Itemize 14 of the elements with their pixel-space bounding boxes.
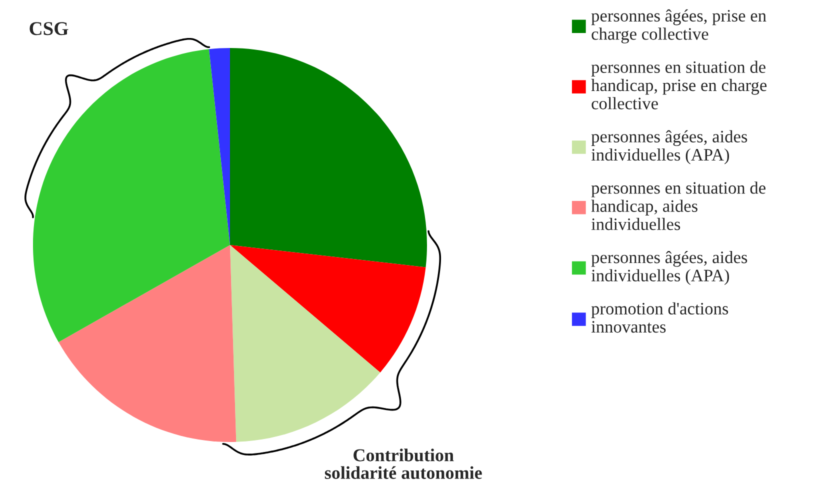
legend-label: personnes en situation de handicap, aides individuelles bbox=[591, 182, 766, 230]
legend-label: promotion d'actions innovantes bbox=[591, 302, 728, 333]
legend-label: personnes en situation de handicap, prise en charge collective bbox=[591, 60, 767, 110]
legend-label: personnes âgées, aides individuelles (APA) bbox=[591, 250, 748, 285]
pie-slice bbox=[230, 48, 427, 268]
pie-slice bbox=[33, 49, 230, 342]
text: Contribution solidarité autonomie bbox=[324, 448, 482, 480]
pie-slice bbox=[209, 48, 230, 245]
legend-label: personnes âgées, prise en charge collective bbox=[591, 9, 766, 44]
legend-label: personnes âgées, aides individuelles (APA) bbox=[591, 130, 748, 164]
pie-slice bbox=[230, 245, 380, 442]
pie-slice bbox=[230, 245, 426, 372]
pie-slice bbox=[58, 245, 236, 442]
text: CSG bbox=[30, 22, 68, 36]
